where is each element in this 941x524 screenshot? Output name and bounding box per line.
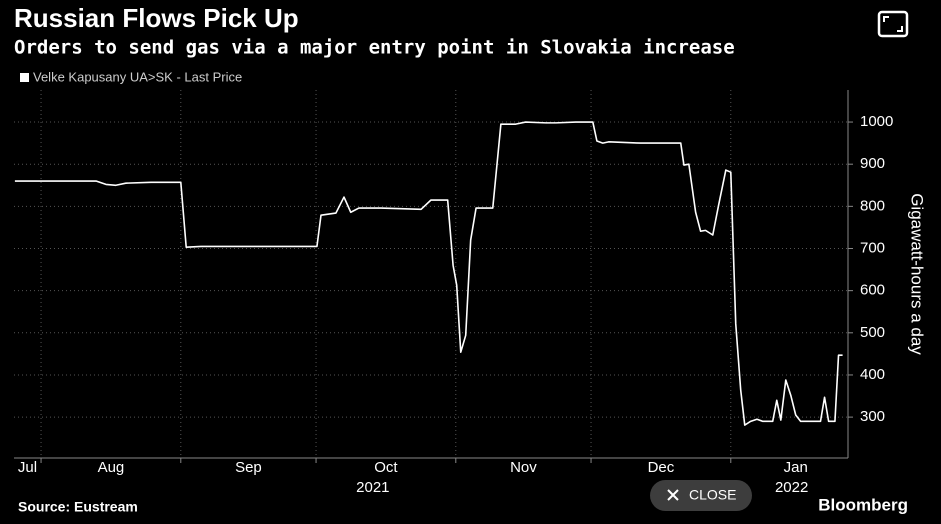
x-tick-label: Dec (648, 459, 675, 476)
y-tick-label: 900 (860, 155, 885, 172)
close-label[interactable]: CLOSE (689, 487, 736, 503)
source: Source: Eustream (18, 499, 138, 515)
y-tick-label: 400 (860, 366, 885, 383)
y-tick-label: 300 (860, 408, 885, 425)
y-tick-label: 1000 (860, 113, 893, 130)
x-tick-label: Jul (18, 459, 37, 476)
y-tick-label: 500 (860, 324, 885, 341)
x-tick-label: Sep (235, 459, 262, 476)
expand-icon[interactable] (877, 10, 909, 38)
y-tick-label: 700 (860, 239, 885, 256)
close-button[interactable]: CLOSE (650, 480, 752, 511)
chart-title: Russian Flows Pick Up (14, 3, 299, 33)
x-tick-label: Nov (510, 459, 537, 476)
data-line (14, 121, 843, 426)
x-tick-label: Oct (374, 459, 398, 476)
brand: Bloomberg (818, 495, 908, 514)
legend-label: Velke Kapusany UA>SK - Last Price (33, 69, 242, 84)
y-axis-label: Gigawatt-hours a day (908, 193, 927, 355)
x-year-label: 2022 (775, 479, 808, 496)
y-tick-label: 800 (860, 197, 885, 214)
chart-subtitle: Orders to send gas via a major entry poi… (14, 37, 735, 59)
x-tick-label: Jan (784, 459, 808, 476)
y-tick-label: 600 (860, 282, 885, 299)
x-tick-label: Aug (98, 459, 125, 476)
x-year-label: 2021 (356, 479, 389, 496)
legend-swatch (20, 73, 29, 82)
